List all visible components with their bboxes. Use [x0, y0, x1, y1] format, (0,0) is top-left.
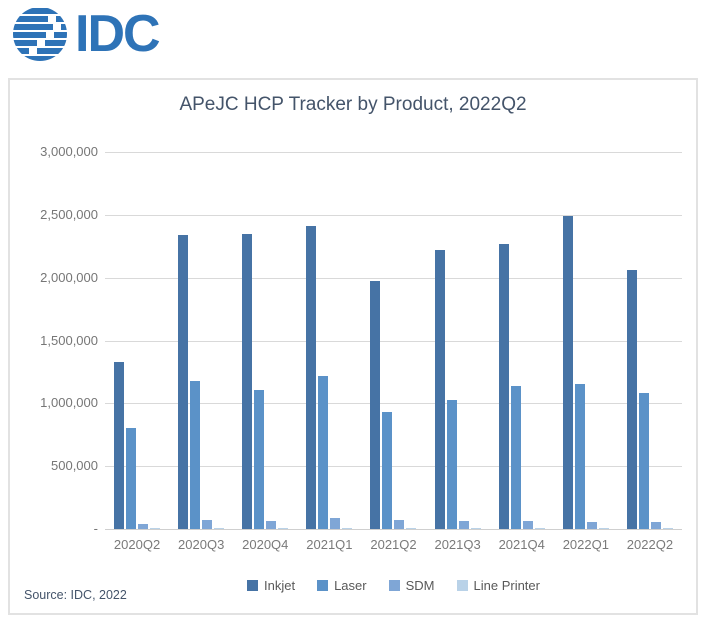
bar-inkjet-2022Q1 — [562, 216, 573, 529]
x-tick-label-2022Q2: 2022Q2 — [626, 537, 674, 552]
plot-area — [105, 152, 682, 530]
bars-container — [105, 152, 682, 529]
idc-logo: IDC — [12, 5, 161, 63]
legend-label: Line Printer — [473, 578, 540, 593]
bar-inkjet-2022Q2 — [626, 270, 637, 529]
bar-sdm-2020Q3 — [202, 519, 213, 529]
bar-line-printer-2021Q4 — [534, 528, 545, 529]
bar-laser-2022Q2 — [638, 393, 649, 529]
x-axis-line — [105, 529, 682, 530]
x-tick-label-2021Q1: 2021Q1 — [306, 537, 353, 552]
bar-sdm-2022Q1 — [586, 522, 597, 529]
bar-inkjet-2021Q2 — [370, 281, 381, 529]
bar-laser-2022Q1 — [574, 384, 585, 529]
bar-laser-2021Q4 — [510, 385, 521, 529]
idc-logo-text: IDC — [75, 5, 161, 63]
bar-group-2021Q2 — [361, 152, 425, 529]
bar-inkjet-2020Q4 — [242, 233, 253, 529]
x-tick-label-2022Q1: 2022Q1 — [562, 537, 609, 552]
legend-label: SDM — [405, 578, 435, 593]
bar-line-printer-2020Q3 — [214, 528, 225, 529]
bar-line-printer-2020Q4 — [278, 528, 289, 529]
x-tick-label-2021Q4: 2021Q4 — [498, 537, 545, 552]
bar-group-2020Q4 — [233, 152, 297, 529]
bar-sdm-2020Q4 — [266, 521, 277, 529]
bar-sdm-2021Q3 — [458, 521, 469, 529]
bar-laser-2020Q4 — [254, 389, 265, 529]
gridline — [105, 403, 682, 405]
y-tick-label: - — [93, 521, 98, 536]
gridline — [105, 214, 682, 216]
legend-item-line-printer: Line Printer — [456, 578, 540, 593]
idc-globe-icon — [12, 6, 68, 62]
x-tick-label-2020Q3: 2020Q3 — [178, 537, 225, 552]
bar-group-2022Q2 — [618, 152, 682, 529]
gridline — [105, 277, 682, 279]
gridline — [105, 340, 682, 342]
bar-inkjet-2021Q4 — [498, 243, 509, 529]
x-tick-label-2020Q2: 2020Q2 — [113, 537, 161, 552]
bar-sdm-2021Q2 — [394, 520, 405, 529]
bar-line-printer-2021Q3 — [470, 528, 481, 529]
legend-label: Laser — [334, 578, 367, 593]
y-tick-label: 3,000,000 — [40, 144, 98, 159]
bar-sdm-2020Q2 — [138, 523, 149, 529]
bar-laser-2020Q2 — [126, 428, 137, 529]
bar-laser-2021Q1 — [318, 375, 329, 529]
legend-label: Inkjet — [264, 578, 296, 593]
bar-inkjet-2021Q1 — [306, 226, 317, 529]
legend-item-laser: Laser — [317, 578, 367, 593]
legend-swatch-icon — [247, 580, 258, 591]
y-tick-label: 1,000,000 — [40, 395, 98, 411]
source-note: Source: IDC, 2022 — [24, 588, 127, 602]
bar-sdm-2021Q4 — [522, 520, 533, 529]
chart-frame: APeJC HCP Tracker by Product, 2022Q2 3,0… — [8, 78, 698, 615]
bar-laser-2021Q2 — [382, 412, 393, 529]
bar-laser-2021Q3 — [446, 399, 457, 529]
bar-group-2022Q1 — [554, 152, 618, 529]
bar-sdm-2021Q1 — [330, 518, 341, 529]
x-axis: 2020Q2 2020Q3 2020Q4 2021Q1 2021Q2 2021Q3 2021… — [105, 537, 682, 552]
gridline — [105, 152, 682, 153]
x-tick-label-2021Q2: 2021Q2 — [370, 537, 417, 552]
bar-line-printer-2022Q2 — [662, 528, 673, 529]
y-tick-label: 500,000 — [51, 458, 98, 474]
bar-line-printer-2021Q1 — [342, 527, 353, 529]
bar-group-2021Q4 — [490, 152, 554, 529]
chart-title: APeJC HCP Tracker by Product, 2022Q2 — [179, 94, 527, 115]
bar-line-printer-2021Q2 — [406, 528, 417, 529]
legend-swatch-icon — [388, 580, 400, 591]
legend: Inkjet Laser SDM Line Printer — [105, 578, 682, 593]
legend-swatch-icon — [456, 580, 468, 591]
legend-item-inkjet: Inkjet — [247, 578, 295, 593]
x-tick-label-2021Q3: 2021Q3 — [434, 537, 481, 552]
bar-group-2021Q3 — [426, 152, 490, 529]
legend-item-sdm: SDM — [388, 578, 435, 593]
bar-line-printer-2020Q2 — [150, 528, 161, 529]
bar-laser-2020Q3 — [190, 380, 201, 529]
bar-group-2020Q3 — [169, 152, 233, 529]
y-tick-label: 2,500,000 — [40, 206, 98, 222]
bar-group-2020Q2 — [105, 152, 169, 529]
x-tick-label-2020Q4: 2020Q4 — [242, 537, 289, 552]
y-tick-label: 2,000,000 — [40, 269, 98, 285]
gridline — [105, 466, 682, 468]
bar-group-2021Q1 — [297, 152, 361, 529]
bar-inkjet-2021Q3 — [434, 250, 445, 529]
bar-inkjet-2020Q2 — [114, 361, 125, 529]
y-tick-label: 1,500,000 — [40, 332, 98, 348]
bar-inkjet-2020Q3 — [178, 234, 189, 529]
legend-swatch-icon — [317, 580, 329, 591]
bar-sdm-2022Q2 — [650, 522, 661, 529]
bar-line-printer-2022Q1 — [598, 528, 609, 529]
